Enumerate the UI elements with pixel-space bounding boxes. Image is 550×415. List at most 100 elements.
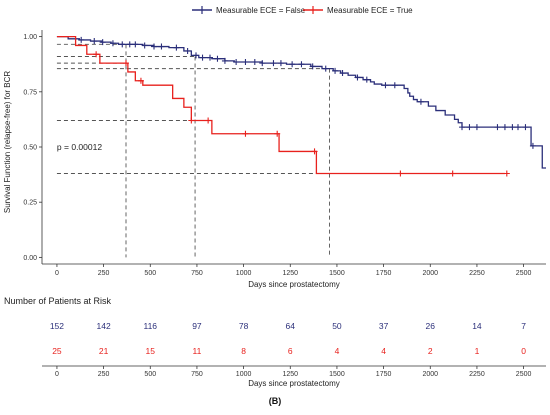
risk-cell: 152 [50,321,64,331]
risk-cell: 8 [241,346,246,356]
risk-cell: 116 [143,321,157,331]
y-tick-label: 0.50 [23,145,37,152]
censor-mark [207,54,213,61]
censor-mark [199,54,206,61]
censor-mark [259,60,266,67]
survival-plot: Survival Function (relapse-free) for BCR… [3,30,546,289]
figure-caption: (B) [269,396,282,406]
censor-mark [205,117,212,124]
y-axis-title: Survival Function (relapse-free) for BCR [3,71,12,213]
risk-cell: 21 [99,346,109,356]
censor-mark [522,124,529,131]
censor-mark [132,41,139,48]
censor-mark [214,55,221,62]
risk-table-title: Number of Patients at Risk [4,296,112,306]
censor-mark [391,82,398,89]
censor-mark [270,60,277,67]
censor-mark [332,67,339,74]
x-tick-label: 250 [98,270,110,277]
p-value-annotation: p = 0.00012 [57,142,102,152]
x-tick-label: 1250 [282,270,298,277]
censor-mark [251,59,258,66]
censor-mark [311,148,318,155]
risk-x-tick-label: 250 [98,371,110,378]
risk-cell: 6 [288,346,293,356]
risk-cell: 142 [97,321,111,331]
y-axis-ticks: 0.00 0.25 0.50 0.75 1.00 [23,34,42,262]
y-tick-label: 1.00 [23,34,37,41]
x-axis-ticks: 0 250 500 750 1000 1250 1500 1750 2000 2250 2500 [55,264,532,277]
risk-axis-ticks: 0 250 500 750 1000 1250 1500 1750 2000 2250 2500 [55,366,532,378]
censor-mark [473,124,480,131]
risk-cell: 15 [146,346,156,356]
censor-mark [298,61,305,68]
x-tick-label: 750 [191,270,203,277]
survival-line-ece-true [56,35,505,175]
censor-mark [233,59,240,66]
censor-mark [309,63,316,70]
legend: Measurable ECE = False Measurable ECE = … [192,6,413,15]
legend-item-false: Measurable ECE = False [192,6,306,15]
risk-x-tick-label: 1000 [236,371,252,378]
censor-mark [93,51,100,58]
risk-table: Number of Patients at Risk 152 142 116 97 78… [4,296,546,388]
censor-mark [354,74,361,81]
risk-cell: 64 [286,321,296,331]
censor-mark [494,124,501,131]
censor-mark [397,170,404,177]
risk-x-tick-label: 2000 [422,371,438,378]
risk-cell: 26 [426,321,436,331]
censor-mark [141,42,148,49]
y-tick-label: 0.75 [23,89,37,96]
censor-mark [188,117,195,124]
risk-cell: 97 [192,321,202,331]
x-tick-label: 1000 [236,270,252,277]
censor-mark [459,124,465,131]
censor-mark [449,170,456,177]
censor-mark [277,60,284,67]
y-tick-label: 0.25 [23,200,37,207]
censor-mark [509,124,516,131]
risk-x-axis-title: Days since prostatectomy [248,379,340,388]
risk-cell: 0 [521,346,526,356]
risk-x-tick-label: 2500 [516,371,532,378]
risk-table-values: 152 142 116 97 78 64 50 37 26 14 725 21 15 11 8 6 4 4 2 1 0 [50,321,526,356]
censor-mark [99,39,106,46]
risk-x-tick-label: 1250 [282,371,298,378]
risk-cell: 50 [332,321,342,331]
censor-mark [173,44,180,51]
censor-mark [363,76,370,83]
x-tick-label: 2000 [422,270,438,277]
y-tick-label: 0.00 [23,255,37,262]
censor-mark [417,98,424,105]
survival-curves [56,35,546,177]
censor-mark [274,130,281,137]
censor-mark [119,41,126,48]
censor-mark [515,124,521,131]
censor-mark [242,59,249,66]
x-tick-label: 1500 [329,270,345,277]
risk-cell: 4 [335,346,340,356]
risk-x-tick-label: 750 [191,371,203,378]
censor-mark [382,82,389,89]
censor-mark [503,170,510,177]
x-tick-label: 2250 [469,270,485,277]
risk-x-tick-label: 500 [144,371,156,378]
risk-cell: 1 [475,346,480,356]
risk-cell: 7 [521,321,526,331]
risk-x-tick-label: 0 [55,371,59,378]
risk-x-tick-label: 1750 [376,371,392,378]
risk-cell: 37 [379,321,389,331]
legend-label-false: Measurable ECE = False [216,6,306,15]
risk-cell: 4 [381,346,386,356]
risk-x-tick-label: 2250 [469,371,485,378]
censor-mark [221,57,228,64]
x-tick-label: 0 [55,270,59,277]
risk-x-tick-label: 1500 [329,371,345,378]
censor-mark [339,70,346,77]
censor-mark [78,36,85,43]
x-tick-label: 2500 [516,270,532,277]
censor-mark [158,43,165,50]
risk-cell: 14 [472,321,482,331]
legend-label-true: Measurable ECE = True [327,6,413,15]
